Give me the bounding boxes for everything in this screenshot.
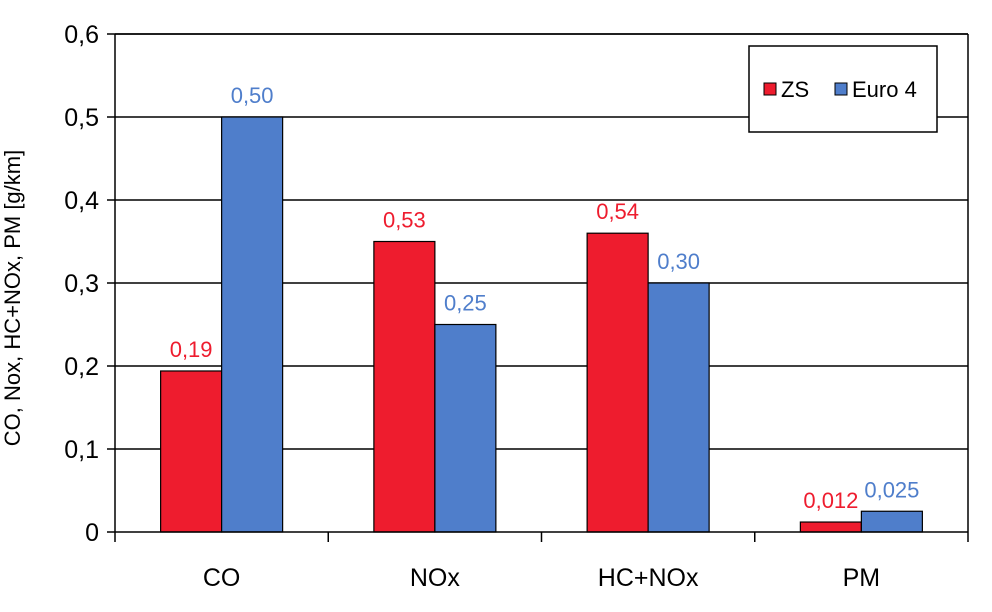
x-category-label: HC+NOx xyxy=(598,564,699,592)
x-category-label: NOx xyxy=(410,564,461,592)
x-category-labels: CO NOx HC+NOx PM xyxy=(203,564,880,592)
x-category-label: CO xyxy=(203,564,241,592)
y-tick-label: 0,2 xyxy=(64,353,99,381)
data-label: 0,25 xyxy=(444,291,487,316)
axes xyxy=(107,33,969,542)
y-tick-label: 0 xyxy=(85,519,99,547)
y-tick-label: 0,6 xyxy=(64,21,99,49)
data-label: 0,54 xyxy=(596,199,639,224)
bar-euro4-hcnox xyxy=(647,282,710,533)
data-label: 0,50 xyxy=(231,83,274,108)
data-labels: 0,19 0,50 0,53 0,25 0,54 0,30 0,012 0,025 xyxy=(170,83,920,513)
bar-euro4-pm xyxy=(860,510,923,533)
legend-label: Euro 4 xyxy=(852,77,917,102)
legend-swatch xyxy=(763,82,777,96)
bar-euro4-nox xyxy=(434,323,497,533)
bars xyxy=(160,116,923,533)
data-label: 0,19 xyxy=(170,337,213,362)
legend: ZS Euro 4 xyxy=(748,45,938,133)
x-category-label: PM xyxy=(843,564,881,592)
bar-euro4-co xyxy=(221,116,284,533)
y-axis-title: CO, Nox, HC+NOx, PM [g/km] xyxy=(0,150,25,446)
bar-zs-hcnox xyxy=(586,232,649,533)
y-tick-label: 0,5 xyxy=(64,104,99,132)
y-tick-label: 0,3 xyxy=(64,270,99,298)
bar-zs-co xyxy=(160,370,223,533)
data-label: 0,53 xyxy=(383,208,426,233)
data-label: 0,30 xyxy=(657,249,700,274)
bar-zs-pm xyxy=(799,521,862,533)
y-tick-label: 0,1 xyxy=(64,436,99,464)
y-tick-labels: 0 0,1 0,2 0,3 0,4 0,5 0,6 xyxy=(64,21,99,547)
data-label: 0,012 xyxy=(803,488,858,513)
data-label: 0,025 xyxy=(864,477,919,502)
bar-zs-nox xyxy=(373,240,436,533)
y-tick-label: 0,4 xyxy=(64,187,99,215)
legend-label: ZS xyxy=(781,77,809,102)
legend-swatch xyxy=(834,82,848,96)
